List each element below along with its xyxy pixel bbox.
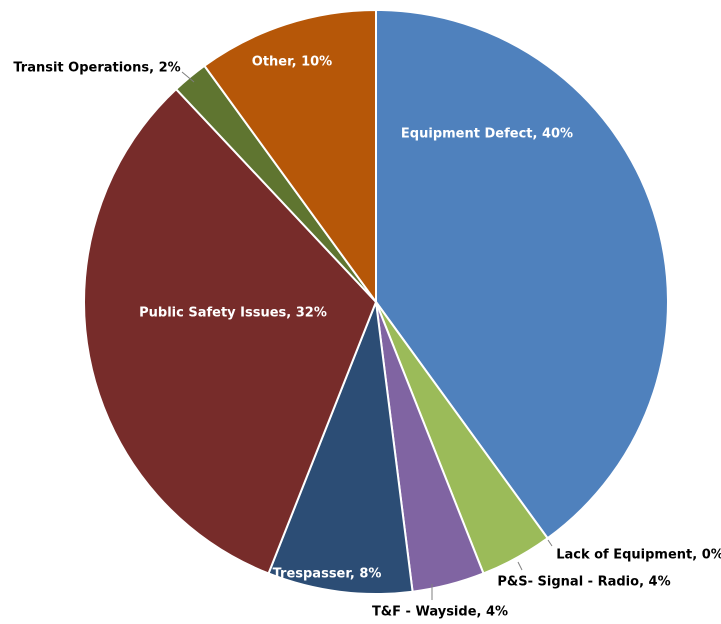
slice-other	[202, 8, 377, 306]
label-transit-operations: Transit Operations, 2%	[13, 61, 180, 76]
label-lack-of-equipment: Lack of Equipment, 0%	[556, 548, 721, 563]
label-tandf-wayside: T&F - Wayside, 4%	[372, 605, 508, 620]
label-public-safety-issues: Public Safety Issues, 32%	[139, 306, 327, 321]
leader-transit-operations	[181, 71, 195, 83]
label-trespasser: Trespasser, 8%	[273, 567, 382, 582]
leader-lack-of-equipment	[547, 539, 553, 547]
label-other: Other, 10%	[252, 55, 332, 70]
slice-labels: Equipment Defect, 40% Lack of Equipment, …	[13, 55, 721, 620]
label-equipment-defect: Equipment Defect, 40%	[401, 127, 573, 142]
leader-lines	[181, 71, 553, 600]
pie-slices	[83, 8, 669, 595]
leader-pands-signal-radio	[517, 561, 523, 571]
label-pands-signal-radio: P&S- Signal - Radio, 4%	[497, 575, 670, 590]
slice-public-safety-issues	[83, 87, 378, 575]
slice-equipment-defect	[375, 8, 669, 540]
slice-trespasser	[267, 301, 414, 595]
